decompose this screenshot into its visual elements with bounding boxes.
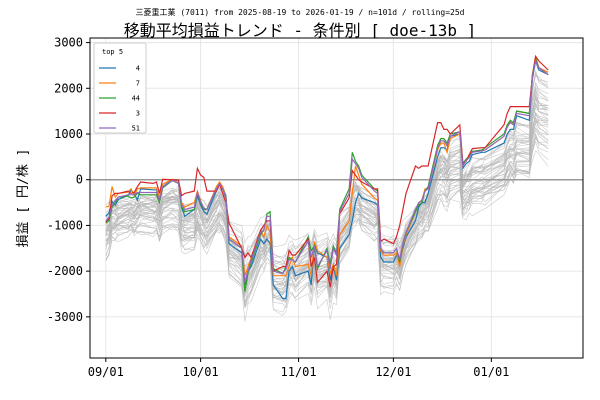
chart-title: 移動平均損益トレンド - 条件別 [ doe-13b ] — [123, 21, 477, 40]
y-axis-label: 損益 [ 円/株 ] — [16, 149, 31, 248]
x-tick-label: 01/01 — [473, 365, 509, 379]
x-tick-label: 11/01 — [281, 365, 317, 379]
background-series — [105, 70, 549, 322]
background-series-line — [105, 97, 549, 295]
background-series-line — [105, 88, 549, 320]
y-tick-label: -1000 — [47, 218, 83, 232]
y-tick-label: 0 — [76, 173, 83, 187]
plot-frame — [89, 37, 584, 359]
legend-label-3: 3 — [136, 110, 140, 118]
background-series-line — [105, 71, 549, 290]
legend-box — [93, 42, 147, 134]
series-line-51 — [105, 58, 549, 283]
legend-title: top 5 — [102, 48, 123, 56]
chart-subtitle: 三菱重工業 (7011) from 2025-08-19 to 2026-01-… — [135, 8, 465, 17]
legend: top 5 4 7 44 3 51 — [93, 42, 147, 134]
x-tick-label: 12/01 — [375, 365, 411, 379]
axes: 3000 2000 1000 0 -1000 -2000 -3000 09/01 10/01 11… — [47, 36, 510, 379]
x-tick-label: 09/01 — [88, 365, 124, 379]
y-tick-label: 1000 — [54, 127, 83, 141]
legend-label-4: 4 — [136, 65, 140, 73]
y-tick-label: 2000 — [54, 81, 83, 95]
background-series-line — [105, 107, 549, 322]
legend-label-51: 51 — [132, 125, 140, 133]
legend-label-44: 44 — [132, 95, 140, 103]
x-tick-label: 10/01 — [183, 365, 219, 379]
legend-label-7: 7 — [136, 80, 140, 88]
series-lines — [105, 54, 549, 300]
y-tick-label: -2000 — [47, 264, 83, 278]
background-series-line — [105, 114, 549, 302]
background-series-line — [105, 86, 549, 283]
y-tick-label: 3000 — [54, 36, 83, 50]
y-tick-label: -3000 — [47, 310, 83, 324]
